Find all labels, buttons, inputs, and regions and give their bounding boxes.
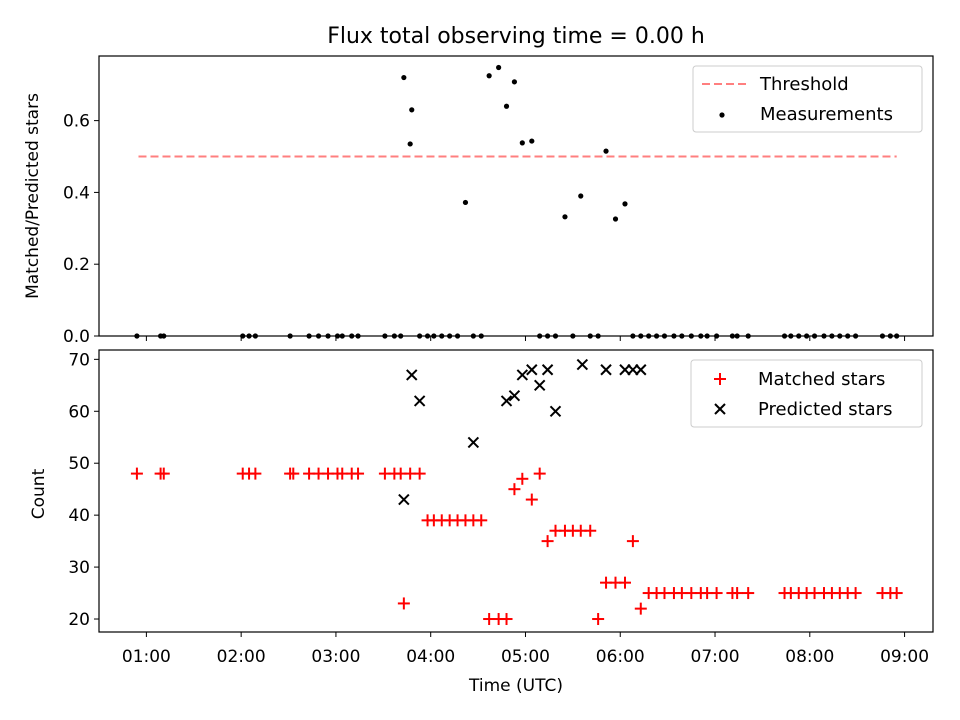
bottom-legend: Matched stars Predicted stars xyxy=(690,359,923,428)
x-tick-label: 01:00 xyxy=(122,647,171,667)
legend-predicted-label: Predicted stars xyxy=(758,399,892,420)
matched-star-marker xyxy=(287,467,300,480)
matched-star-marker xyxy=(626,535,639,548)
matched-star-marker xyxy=(710,587,723,600)
measurement-point xyxy=(603,148,609,154)
measurement-point xyxy=(511,79,518,85)
measurement-point xyxy=(562,214,568,220)
bottom-y-tick-label: 60 xyxy=(68,402,90,422)
predicted-star-marker xyxy=(533,379,546,392)
bottom-y-tick-label: 50 xyxy=(68,454,90,474)
top-y-tick-label: 0.4 xyxy=(63,183,90,203)
matched-star-marker xyxy=(413,467,426,480)
matched-star-marker xyxy=(157,467,170,480)
matched-star-marker xyxy=(500,613,513,626)
predicted-star-marker xyxy=(526,364,538,376)
matched-star-marker xyxy=(249,467,262,480)
matched-star-marker xyxy=(890,587,903,600)
predicted-star-marker xyxy=(576,358,589,371)
matched-star-marker xyxy=(584,524,597,537)
bottom-y-ticks: 20 30 40 50 60 70 xyxy=(68,350,99,630)
x-axis-label: Time (UTC) xyxy=(468,676,563,696)
chart-title: Flux total observing time = 0.00 h xyxy=(327,24,705,49)
matched-star-marker xyxy=(352,467,365,480)
matched-star-marker xyxy=(634,602,647,615)
predicted-star-marker xyxy=(635,364,647,376)
x-tick-label: 06:00 xyxy=(596,647,645,667)
measurement-point xyxy=(519,140,525,146)
matched-star-marker xyxy=(525,493,538,506)
predicted-star-marker xyxy=(508,389,521,402)
predicted-star-marker xyxy=(541,364,554,376)
matched-star-marker xyxy=(475,514,488,527)
legend-matched-label: Matched stars xyxy=(758,369,885,390)
measurement-point xyxy=(612,216,619,222)
bottom-axes-frame xyxy=(98,349,934,633)
x-tick-label: 05:00 xyxy=(501,647,550,667)
predicted-star-marker xyxy=(413,395,426,407)
top-y-axis-label: Matched/Predicted stars xyxy=(23,93,43,299)
predicted-star-marker xyxy=(500,395,513,407)
legend-measurements-swatch xyxy=(719,112,725,118)
measurement-point xyxy=(462,199,469,206)
bottom-y-tick-label: 20 xyxy=(68,610,90,630)
top-axes-frame xyxy=(98,55,934,337)
bottom-x-ticks: 01:00 02:00 03:00 04:00 05:00 06:00 07:00 08:00… xyxy=(122,632,929,667)
predicted-star-marker xyxy=(600,364,612,376)
measurement-point xyxy=(401,74,407,81)
measurement-point xyxy=(409,107,415,113)
measurement-point xyxy=(578,193,584,199)
top-y-tick-label: 0.0 xyxy=(63,327,90,347)
top-x-ticks xyxy=(145,336,906,341)
predicted-star-marker xyxy=(406,369,418,381)
bottom-y-axis-label: Count xyxy=(29,468,49,519)
matched-star-marker xyxy=(397,597,410,610)
legend-threshold-label: Threshold xyxy=(759,74,849,95)
legend-matched-swatch xyxy=(714,373,726,385)
measurement-point xyxy=(503,103,510,109)
matched-star-marker xyxy=(742,587,755,600)
measurement-point xyxy=(496,64,502,71)
bottom-legend-box xyxy=(690,359,923,428)
x-tick-label: 04:00 xyxy=(406,647,455,667)
measurement-point xyxy=(407,141,413,147)
bottom-y-tick-label: 40 xyxy=(68,506,90,526)
x-tick-label: 02:00 xyxy=(217,647,266,667)
x-tick-label: 03:00 xyxy=(311,647,360,667)
bottom-panel: 20 30 40 50 60 70 01:00 02:00 03:00 04:00 05:00 06… xyxy=(29,349,934,696)
top-y-tick-label: 0.6 xyxy=(63,112,90,132)
x-tick-label: 09:00 xyxy=(880,647,929,667)
matched-star-marker xyxy=(731,587,744,600)
measurement-point xyxy=(529,138,535,144)
x-tick-label: 07:00 xyxy=(691,647,740,667)
matched-star-marker xyxy=(516,472,529,485)
top-legend: Threshold Measurements xyxy=(692,65,923,133)
measurement-point xyxy=(486,73,492,79)
matched-star-marker xyxy=(618,576,631,589)
predicted-star-marker xyxy=(516,369,529,381)
legend-measurements-label: Measurements xyxy=(760,104,893,125)
matched-star-marker xyxy=(541,535,554,548)
matched-star-marker xyxy=(508,483,521,496)
matched-star-marker xyxy=(533,467,546,480)
bottom-y-tick-label: 30 xyxy=(68,558,90,578)
matched-star-marker xyxy=(849,587,862,600)
predicted-star-marker xyxy=(467,436,480,449)
legend-predicted-swatch xyxy=(714,403,726,415)
top-legend-box xyxy=(692,65,923,133)
predicted-star-marker xyxy=(549,405,562,417)
top-panel: 0.0 0.2 0.4 0.6 Matched/Predicted stars Thr… xyxy=(23,55,934,347)
x-tick-label: 08:00 xyxy=(785,647,834,667)
predicted-star-marker xyxy=(398,493,410,506)
top-y-ticks: 0.0 0.2 0.4 0.6 xyxy=(63,112,99,347)
top-y-tick-label: 0.2 xyxy=(63,255,90,275)
bottom-y-tick-label: 70 xyxy=(68,350,90,370)
bottom-series-layer xyxy=(130,358,903,626)
matched-star-marker xyxy=(130,467,143,480)
measurement-point xyxy=(622,201,628,207)
matched-star-marker xyxy=(592,613,605,626)
